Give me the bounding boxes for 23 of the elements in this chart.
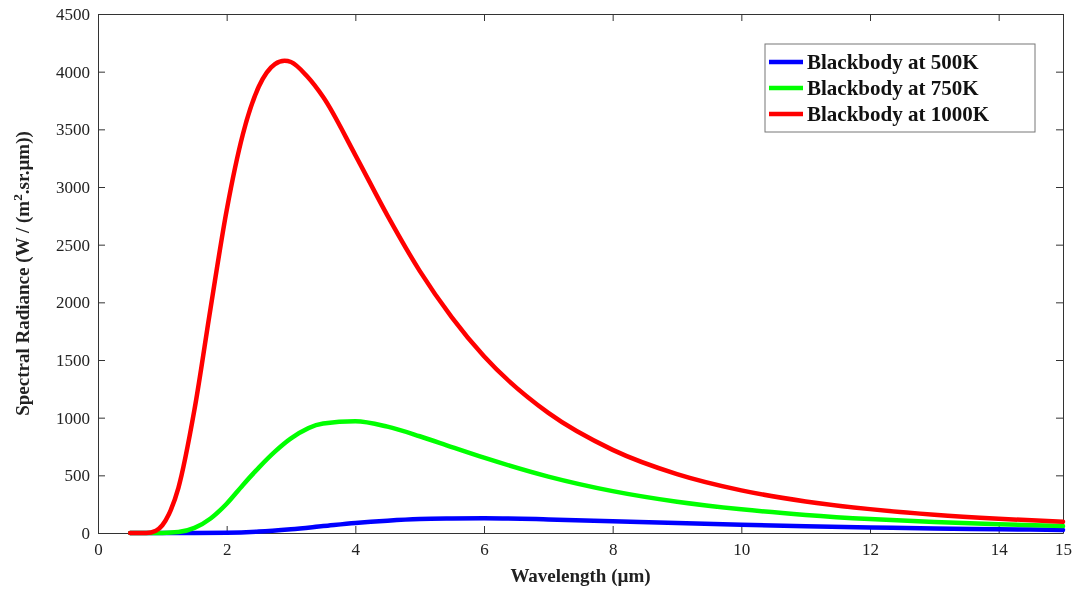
y-tick-label: 2500: [56, 235, 90, 255]
legend-label: Blackbody at 500K: [807, 50, 980, 74]
legend-label: Blackbody at 1000K: [807, 102, 990, 126]
y-tick-label: 1500: [56, 350, 90, 370]
x-tick-label: 15: [1055, 540, 1072, 560]
x-tick-label: 0: [94, 540, 103, 560]
y-tick-label: 4500: [56, 4, 90, 24]
y-tick-label: 2000: [56, 293, 90, 313]
x-tick-label: 8: [608, 540, 618, 560]
y-tick-label: 1000: [56, 408, 90, 428]
y-tick-label: 3000: [56, 177, 90, 197]
x-axis-title: Wavelength (µm): [510, 565, 651, 587]
x-tick-label: 2: [222, 540, 232, 560]
y-tick-label: 500: [64, 466, 90, 486]
y-tick-label: 0: [81, 523, 90, 543]
x-tick-label: 4: [351, 540, 361, 560]
x-tick-label: 12: [862, 540, 879, 560]
y-tick-label: 3500: [56, 120, 90, 140]
x-tick-label: 14: [990, 540, 1009, 560]
legend-label: Blackbody at 750K: [807, 76, 980, 100]
x-tick-label: 6: [480, 540, 489, 560]
y-tick-label: 4000: [56, 62, 90, 82]
x-tick-label: 10: [733, 540, 751, 560]
